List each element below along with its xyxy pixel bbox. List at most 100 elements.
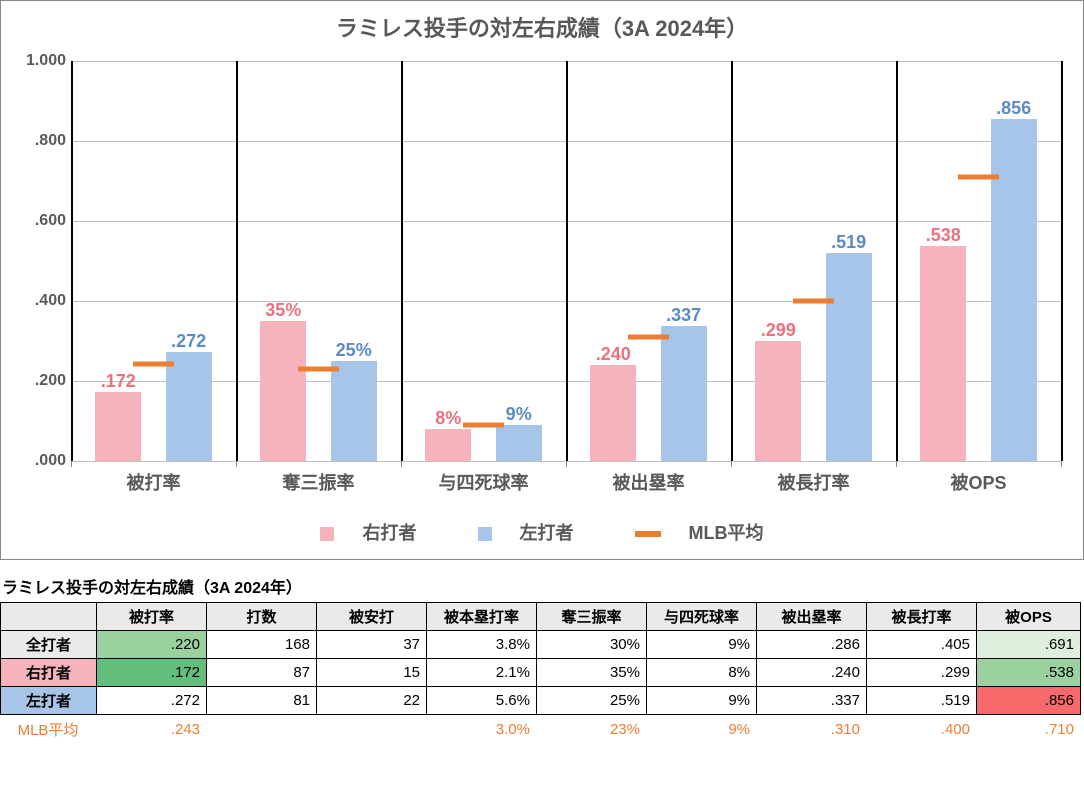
- table-header: 被長打率: [867, 603, 977, 631]
- bar-label-left: .519: [831, 232, 866, 253]
- table-cell: .538: [977, 659, 1081, 687]
- table-cell: .337: [757, 687, 867, 715]
- bar-label-left: 25%: [336, 340, 372, 361]
- bar-left: [496, 425, 542, 461]
- bar-right: [425, 429, 471, 461]
- table-row: 右打者.17287152.1%35%8%.240.299.538: [1, 659, 1081, 687]
- bar-label-right: .299: [761, 320, 796, 341]
- legend-item-right: 右打者: [306, 523, 430, 543]
- table-cell: 25%: [537, 687, 647, 715]
- table-header: 被安打: [317, 603, 427, 631]
- mlb-avg-marker: [463, 423, 505, 428]
- bar-right: [920, 246, 966, 461]
- table-header: 打数: [207, 603, 317, 631]
- mlb-avg-marker: [628, 335, 670, 340]
- table-cell: 87: [207, 659, 317, 687]
- table-cell: 2.1%: [427, 659, 537, 687]
- table-cell: .299: [867, 659, 977, 687]
- table-row: 左打者.27281225.6%25%9%.337.519.856: [1, 687, 1081, 715]
- table-cell: .691: [977, 631, 1081, 659]
- mlb-row-label: MLB平均: [0, 715, 96, 744]
- table-cell: 22: [317, 687, 427, 715]
- x-category-label: 被長打率: [778, 469, 850, 495]
- bar-label-right: 8%: [435, 408, 461, 429]
- x-category-label: 被OPS: [950, 469, 1006, 495]
- category-divider: [401, 61, 403, 461]
- table-cell: 5.6%: [427, 687, 537, 715]
- bar-label-right: .538: [926, 225, 961, 246]
- x-category-label: 被打率: [127, 469, 181, 495]
- y-tick-label: 1.000: [16, 52, 66, 70]
- legend-item-mlb: MLB平均: [621, 523, 778, 543]
- table-cell: .220: [97, 631, 207, 659]
- table-row: 全打者.220168373.8%30%9%.286.405.691: [1, 631, 1081, 659]
- table-header: 被本塁打率: [427, 603, 537, 631]
- table-cell: .286: [757, 631, 867, 659]
- bar-label-left: 9%: [506, 404, 532, 425]
- bar-left: [826, 253, 872, 461]
- table-header: 奪三振率: [537, 603, 647, 631]
- mlb-avg-marker: [793, 299, 835, 304]
- category-divider: [71, 61, 73, 461]
- y-tick-label: .200: [16, 372, 66, 390]
- bar-left: [661, 326, 707, 461]
- table-cell: .172: [97, 659, 207, 687]
- mlb-row-cell: [316, 715, 426, 744]
- bar-label-left: .272: [171, 331, 206, 352]
- table-cell: .240: [757, 659, 867, 687]
- chart-title: ラミレス投手の対左右成績（3A 2024年）: [1, 1, 1083, 49]
- table-cell: 15: [317, 659, 427, 687]
- x-category-label: 被出塁率: [613, 469, 685, 495]
- table-cell: 9%: [647, 631, 757, 659]
- table-cell: 30%: [537, 631, 647, 659]
- category-divider: [731, 61, 733, 461]
- mlb-avg-marker: [133, 361, 175, 366]
- bar-right: [590, 365, 636, 461]
- category-divider: [236, 61, 238, 461]
- table-cell: 8%: [647, 659, 757, 687]
- mlb-row-cell: .310: [756, 715, 866, 744]
- stats-table: 被打率打数被安打被本塁打率奪三振率与四死球率被出塁率被長打率被OPS全打者.22…: [0, 602, 1081, 715]
- table-header: 被出塁率: [757, 603, 867, 631]
- row-label: 全打者: [1, 631, 97, 659]
- table-cell: .856: [977, 687, 1081, 715]
- x-category-label: 奪三振率: [283, 469, 355, 495]
- table-cell: 9%: [647, 687, 757, 715]
- mlb-row-cell: 9%: [646, 715, 756, 744]
- table-caption: ラミレス投手の対左右成績（3A 2024年）: [2, 574, 1084, 598]
- table-cell: 3.8%: [427, 631, 537, 659]
- mlb-row-cell: 3.0%: [426, 715, 536, 744]
- table-cell: 37: [317, 631, 427, 659]
- category-divider: [1061, 61, 1063, 461]
- mlb-avg-row: MLB平均.2433.0%23%9%.310.400.710: [0, 715, 1080, 744]
- bar-label-left: .337: [666, 305, 701, 326]
- table-cell: 81: [207, 687, 317, 715]
- row-label: 右打者: [1, 659, 97, 687]
- bar-right: [755, 341, 801, 461]
- table-cell: .405: [867, 631, 977, 659]
- bar-left: [166, 352, 212, 461]
- bar-right: [95, 392, 141, 461]
- bar-label-right: 35%: [265, 300, 301, 321]
- y-tick-label: .600: [16, 212, 66, 230]
- x-category-label: 与四死球率: [439, 469, 529, 495]
- y-tick-label: .000: [16, 452, 66, 470]
- bar-right: [260, 321, 306, 461]
- bar-left: [331, 361, 377, 461]
- bar-label-left: .856: [996, 98, 1031, 119]
- table-cell: 35%: [537, 659, 647, 687]
- table-cell: 168: [207, 631, 317, 659]
- chart-plot-area: .000.200.400.600.8001.000被打率.172.272奪三振率…: [71, 61, 1061, 461]
- mlb-row-cell: 23%: [536, 715, 646, 744]
- mlb-row-cell: .243: [96, 715, 206, 744]
- table-header: 与四死球率: [647, 603, 757, 631]
- y-tick-label: .800: [16, 132, 66, 150]
- bar-left: [991, 119, 1037, 461]
- legend-item-left: 左打者: [464, 523, 588, 543]
- bar-label-right: .172: [101, 371, 136, 392]
- table-corner: [1, 603, 97, 631]
- mlb-row-cell: [206, 715, 316, 744]
- y-tick-label: .400: [16, 292, 66, 310]
- chart-legend: 右打者 左打者 MLB平均: [1, 519, 1083, 545]
- table-cell: .272: [97, 687, 207, 715]
